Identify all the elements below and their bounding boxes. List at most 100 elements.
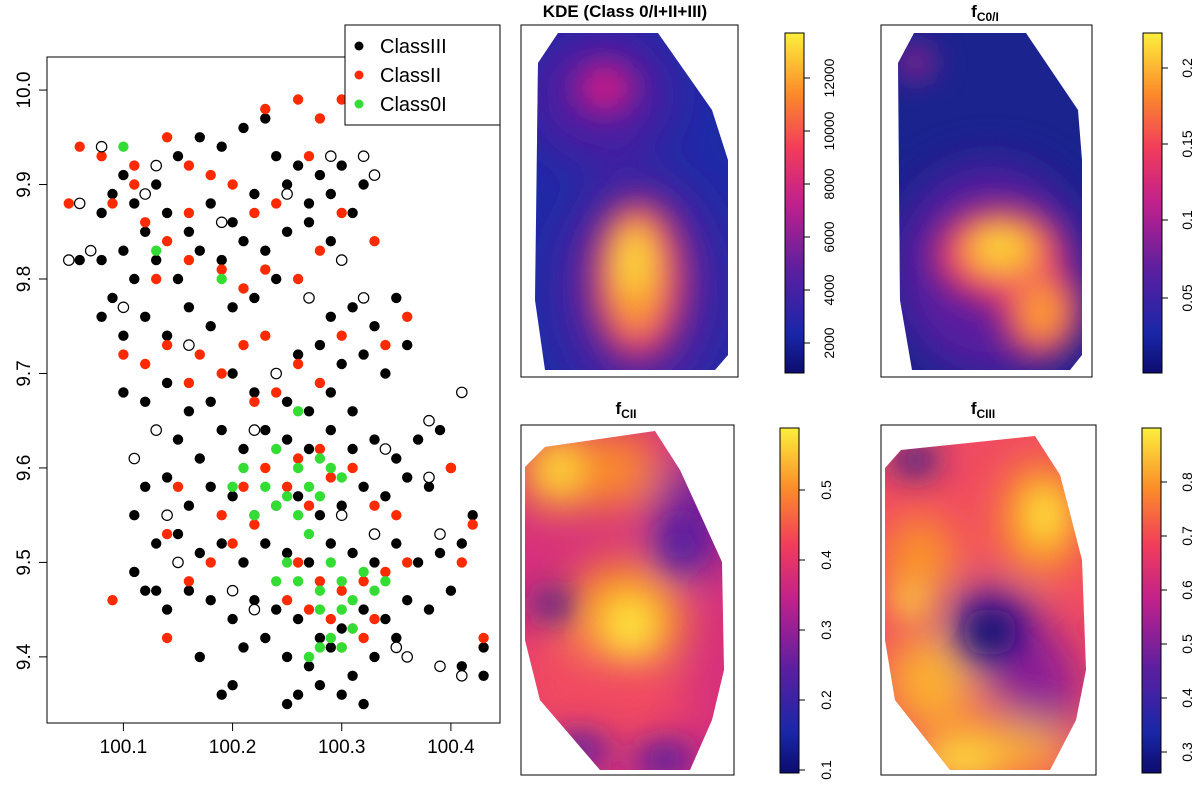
scatter-point-classii	[369, 500, 380, 511]
scatter-point-classii	[336, 94, 347, 105]
scatter-point-classiii	[314, 632, 326, 644]
scatter-point-classii	[260, 462, 271, 474]
scatter-point-classii	[161, 528, 173, 540]
scatter-point-classiii	[325, 642, 336, 653]
scatter-point-open	[248, 603, 261, 616]
scatter-point-open	[139, 188, 151, 200]
scatter-point-classiii	[96, 207, 107, 219]
colorbar-kde-tick: 12000	[821, 58, 837, 97]
scatter-point-classiii	[96, 254, 107, 266]
scatter-point-classiii	[183, 226, 195, 237]
scatter-point-classii	[118, 349, 129, 360]
scatter-point-open	[95, 140, 108, 153]
scatter-point-class0i	[314, 642, 326, 653]
scatter-point-classii	[336, 330, 347, 341]
scatter-point-classiii	[303, 198, 315, 209]
colorbar-fcii-tick: 0.4	[818, 550, 834, 570]
scatter-y-axis: 9.4 9.5 9.6 9.7 9.8 9.9 10.0	[14, 72, 47, 670]
heatmap-fcii-title: fCII	[615, 399, 636, 421]
legend-label-class0i: Class0I	[380, 94, 447, 116]
scatter-point-classiii	[227, 368, 238, 379]
heatmap-fcii-field	[525, 431, 724, 770]
scatter-point-open	[270, 367, 282, 380]
scatter-point-classii	[325, 472, 336, 483]
scatter-point-classiii	[412, 557, 424, 568]
scatter-point-open	[401, 651, 413, 663]
scatter-point-classiii	[227, 680, 238, 691]
scatter-point-classiii	[292, 689, 304, 700]
scatter-point-classii	[151, 273, 162, 285]
scatter-point-classii	[107, 595, 118, 606]
scatter-point-classiii	[129, 566, 140, 578]
scatter-point-open	[150, 159, 162, 172]
x-tick-label: 100.2	[209, 737, 257, 758]
heatmap-kde-field	[535, 33, 728, 370]
scatter-point-open	[117, 301, 130, 314]
scatter-point-classiii	[478, 670, 489, 681]
scatter-point-classii	[478, 632, 489, 644]
colorbar-kde-bar	[784, 32, 805, 374]
scatter-point-classiii	[161, 472, 173, 483]
scatter-point-classiii	[249, 595, 260, 606]
scatter-point-classiii	[325, 311, 336, 322]
scatter-point-classiii	[227, 217, 238, 228]
scatter-point-classiii	[391, 632, 402, 644]
y-tick-label: 9.4	[14, 643, 35, 670]
scatter-point-class0i	[314, 453, 326, 464]
scatter-point-classii	[205, 169, 216, 181]
scatter-point-class0i	[238, 462, 249, 474]
scatter-point-classii	[336, 207, 347, 219]
scatter-point-classiii	[358, 604, 369, 615]
scatter-point-classiii	[314, 169, 326, 181]
scatter-point-classiii	[336, 623, 347, 634]
scatter-point-classiii	[194, 453, 205, 464]
scatter-point-class0i	[314, 491, 326, 502]
scatter-point-classiii	[456, 661, 467, 672]
scatter-point-classiii	[347, 302, 358, 313]
colorbar-fc0i-tick: 0.2	[1179, 58, 1195, 78]
scatter-point-classiii	[314, 510, 326, 521]
scatter-point-classiii	[227, 302, 238, 313]
scatter-point-classiii	[216, 538, 227, 549]
scatter-point-classii	[314, 443, 326, 455]
scatter-point-open	[248, 424, 261, 436]
scatter-point-classii	[281, 595, 293, 606]
colorbar-kde-tick: 6000	[821, 221, 837, 252]
scatter-point-classiii	[216, 424, 227, 436]
x-tick-label: 100.1	[100, 737, 148, 758]
scatter-point-classiii	[107, 188, 118, 200]
scatter-point-open	[455, 669, 468, 682]
scatter-point-classiii	[194, 547, 205, 559]
scatter-point-classii	[227, 179, 238, 190]
scatter-point-classii	[183, 254, 195, 266]
scatter-point-class0i	[325, 557, 336, 568]
scatter-point-classiii	[249, 188, 260, 200]
scatter-point-class0i	[260, 481, 271, 492]
scatter-point-classii	[303, 500, 315, 511]
colorbar-kde-tick: 4000	[821, 274, 837, 305]
scatter-point-classii	[402, 311, 413, 322]
heatmap-fciii: fCIII	[880, 399, 1097, 776]
colorbar-fciii-tick: 0.8	[1179, 472, 1195, 492]
scatter-point-open	[434, 528, 446, 540]
scatter-point-classiii	[271, 273, 282, 285]
scatter-point-classiii	[358, 481, 369, 492]
scatter-point-classiii	[456, 538, 467, 549]
scatter-point-classiii	[151, 585, 162, 596]
scatter-point-classii	[314, 245, 326, 256]
scatter-point-classiii	[391, 453, 402, 464]
scatter-point-classiii	[369, 651, 380, 663]
scatter-point-class0i	[292, 510, 304, 521]
scatter-point-classiii	[183, 302, 195, 313]
scatter-point-classii	[161, 132, 173, 143]
scatter-point-classiii	[369, 557, 380, 568]
scatter-point-classiii	[271, 604, 282, 615]
scatter-point-classii	[161, 236, 173, 247]
scatter-point-classii	[281, 481, 293, 492]
scatter-point-classiii	[140, 585, 151, 596]
scatter-point-classiii	[260, 632, 271, 644]
scatter-point-open	[379, 443, 392, 455]
scatter-point-open	[63, 254, 75, 266]
scatter-point-open	[73, 197, 86, 210]
colorbar-kde: 2000 4000 6000 8000 10000 12000	[784, 32, 837, 374]
